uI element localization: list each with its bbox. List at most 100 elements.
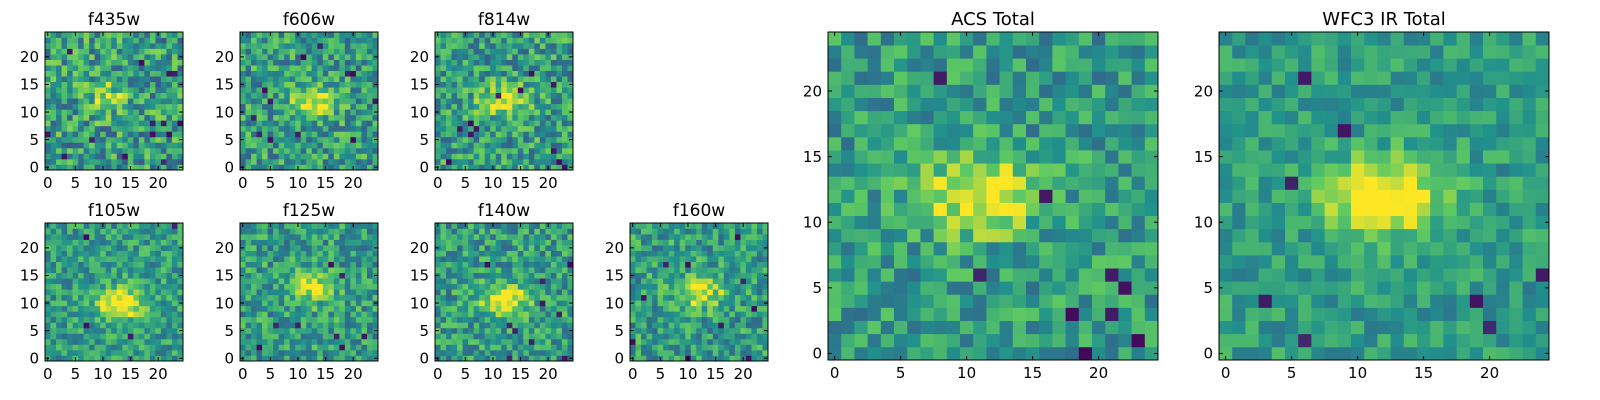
heatmap-cell xyxy=(740,300,747,307)
x-tick-label: 15 xyxy=(121,365,140,383)
heatmap-cell xyxy=(446,125,452,132)
heatmap-cell xyxy=(361,136,368,143)
heatmap-cell xyxy=(111,37,118,44)
heatmap-cell xyxy=(105,136,112,143)
heatmap-cell xyxy=(245,131,252,138)
heatmap-cell xyxy=(144,305,151,312)
heatmap-cell xyxy=(127,283,134,290)
heatmap-cell xyxy=(685,261,692,268)
heatmap-cell xyxy=(506,234,513,240)
heatmap-cell xyxy=(166,316,173,323)
heatmap-cell xyxy=(100,59,107,66)
heatmap-cell xyxy=(696,228,703,235)
heatmap-cell xyxy=(306,59,313,66)
heatmap-cell xyxy=(160,59,167,66)
heatmap-cell xyxy=(350,37,357,44)
heatmap-cell xyxy=(867,307,882,321)
heatmap-cell xyxy=(245,278,252,285)
heatmap-cell xyxy=(556,114,563,121)
heatmap-cell xyxy=(311,147,318,154)
heatmap-cell xyxy=(177,267,184,274)
heatmap-cell xyxy=(668,327,675,334)
heatmap-cell xyxy=(67,239,73,246)
heatmap-cell xyxy=(479,305,486,312)
heatmap-cell xyxy=(841,176,855,190)
heatmap-cell xyxy=(339,125,346,132)
heatmap-cell xyxy=(171,311,178,318)
heatmap-cell xyxy=(284,338,291,345)
heatmap-cell xyxy=(50,114,57,121)
heatmap-cell xyxy=(83,228,90,235)
x-tick-label: 20 xyxy=(149,174,168,192)
heatmap-cell xyxy=(854,176,868,190)
heatmap-cell xyxy=(646,344,653,351)
heatmap-cell xyxy=(556,37,563,44)
heatmap-cell xyxy=(317,245,324,251)
heatmap-cell xyxy=(490,338,497,345)
heatmap-cell xyxy=(267,278,274,285)
heatmap-cell xyxy=(440,316,447,323)
heatmap-cell xyxy=(707,305,714,312)
heatmap-cell xyxy=(251,158,257,165)
heatmap-cell xyxy=(723,283,730,290)
heatmap-cell xyxy=(986,228,1000,243)
heatmap-cell xyxy=(501,283,508,290)
heatmap-cell xyxy=(550,311,557,318)
heatmap-cell xyxy=(986,163,1000,177)
heatmap-cell xyxy=(457,294,463,301)
heatmap-cell xyxy=(245,289,252,296)
heatmap-cell xyxy=(111,54,118,60)
heatmap-cell xyxy=(435,239,441,246)
heatmap-cell xyxy=(907,228,921,243)
heatmap-cell xyxy=(267,125,274,132)
heatmap-cell xyxy=(528,355,535,362)
heatmap-cell xyxy=(561,136,568,143)
heatmap-cell xyxy=(166,294,173,301)
heatmap-cell xyxy=(986,241,1000,256)
heatmap-cell xyxy=(166,92,173,99)
heatmap-cell xyxy=(1092,255,1106,269)
heatmap-cell xyxy=(528,114,535,121)
heatmap-cell xyxy=(122,131,129,138)
heatmap-cell xyxy=(528,37,535,44)
heatmap-cell xyxy=(160,70,167,77)
heatmap-cell xyxy=(300,261,307,268)
heatmap-cell xyxy=(679,283,686,290)
heatmap-cell xyxy=(1131,202,1146,217)
heatmap-cell xyxy=(273,316,279,323)
heatmap-cell xyxy=(696,344,703,351)
heatmap-cell xyxy=(111,289,118,296)
heatmap-cell xyxy=(122,305,129,312)
heatmap-cell xyxy=(262,120,268,127)
heatmap-cell xyxy=(50,250,57,257)
heatmap-cell xyxy=(311,322,318,329)
heatmap-cell xyxy=(517,289,524,296)
heatmap-cell xyxy=(105,48,112,55)
heatmap-cell xyxy=(501,153,508,160)
heatmap-cell xyxy=(718,278,725,285)
heatmap-cell xyxy=(361,98,368,105)
heatmap-cell xyxy=(495,234,502,240)
heatmap-cell xyxy=(484,65,491,71)
heatmap-cell xyxy=(473,147,480,154)
heatmap-cell xyxy=(278,272,285,279)
heatmap-cell xyxy=(707,327,714,334)
heatmap-cell xyxy=(1065,202,1080,217)
heatmap-cell xyxy=(355,131,362,138)
heatmap-cell xyxy=(457,76,463,83)
heatmap-cell xyxy=(251,76,257,83)
heatmap-cell xyxy=(517,300,524,307)
heatmap-cell xyxy=(50,81,57,88)
heatmap-cell xyxy=(89,239,96,246)
heatmap-cell xyxy=(50,239,57,246)
heatmap-cell xyxy=(122,234,129,240)
heatmap-cell xyxy=(462,147,469,154)
heatmap-cell xyxy=(517,272,524,279)
heatmap-cell xyxy=(72,256,79,262)
heatmap-cell xyxy=(160,289,167,296)
heatmap-cell xyxy=(94,32,101,38)
heatmap-cell xyxy=(712,283,719,290)
heatmap-cell xyxy=(668,256,675,262)
heatmap-cell xyxy=(350,98,357,105)
heatmap-cell xyxy=(468,272,474,279)
